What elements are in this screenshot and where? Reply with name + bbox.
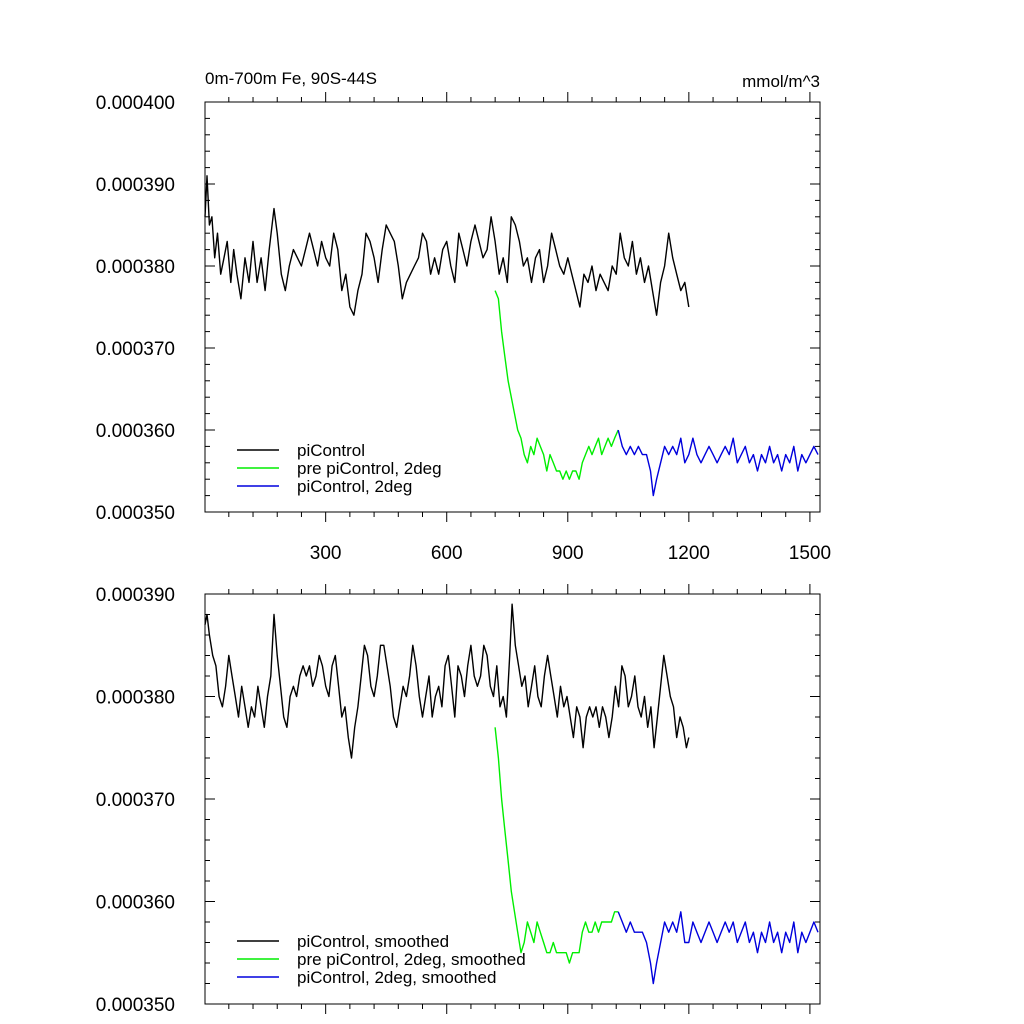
plot-frame [204, 101, 821, 513]
series-line-twodeg [617, 911, 819, 985]
y-tick-label: 0.000400 [96, 93, 175, 114]
chart-title: 0m-700m Fe, 90S-44S [205, 69, 377, 88]
y-tick-label: 0.000390 [96, 175, 175, 196]
y-tick-label: 0.000350 [96, 995, 175, 1016]
units-label: mmol/m^3 [742, 72, 820, 91]
legend-label: piControl, smoothed [297, 932, 449, 951]
legend-label: piControl, 2deg [297, 477, 412, 496]
x-tick-label: 1500 [789, 543, 831, 564]
legend-label: pre piControl, 2deg, smoothed [297, 950, 526, 969]
y-tick-label: 0.000390 [96, 585, 175, 606]
legend-label: piControl, 2deg, smoothed [297, 968, 496, 987]
series-line-control [204, 175, 690, 316]
series-line-pre [494, 290, 619, 480]
y-tick-label: 0.000360 [96, 893, 175, 914]
x-tick-label: 900 [552, 543, 584, 564]
y-tick-label: 0.000380 [96, 257, 175, 278]
bottom-panel: 0.000350 0.000360 0.000370 0.000380 0.000390… [96, 584, 821, 1016]
legend-label: piControl [297, 441, 365, 460]
x-tick-label: 1200 [668, 543, 710, 564]
x-tick-label: 300 [310, 543, 342, 564]
top-panel: 0.000350 0.000360 0.000370 0.000380 0.000390… [96, 69, 831, 564]
series-line-twodeg [617, 429, 819, 497]
y-tick-label: 0.000370 [96, 339, 175, 360]
x-tick-label: 600 [431, 543, 463, 564]
y-tick-label: 0.000380 [96, 688, 175, 709]
series-line-control [204, 603, 690, 759]
y-tick-label: 0.000370 [96, 790, 175, 811]
legend-label: pre piControl, 2deg [297, 459, 442, 478]
series-line-pre [494, 727, 619, 964]
y-tick-label: 0.000350 [96, 503, 175, 524]
y-tick-label: 0.000360 [96, 421, 175, 442]
